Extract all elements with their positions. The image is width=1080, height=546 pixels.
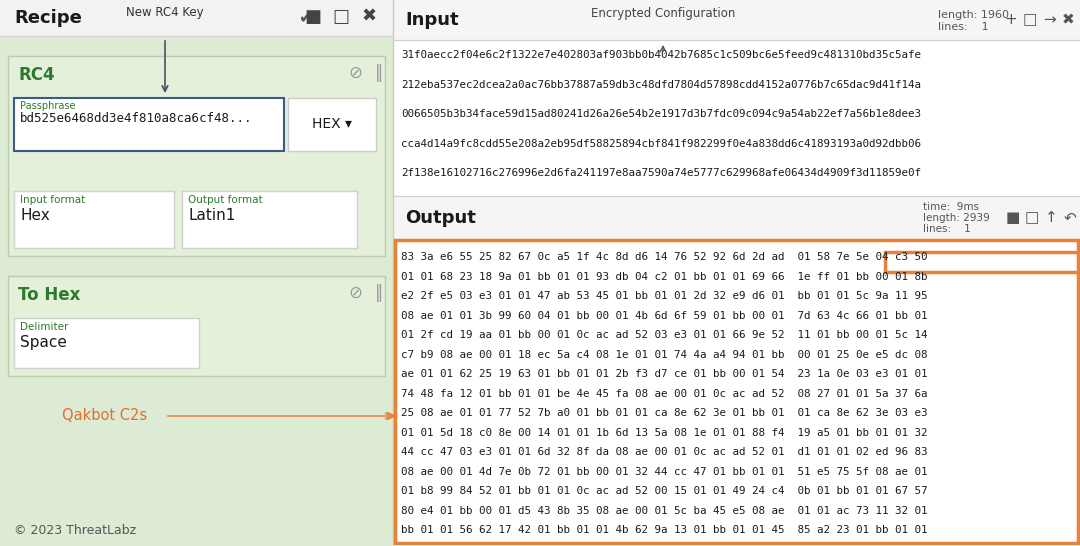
- Text: Input: Input: [405, 11, 459, 29]
- Text: ↑: ↑: [1044, 211, 1057, 225]
- FancyBboxPatch shape: [14, 318, 199, 368]
- Text: 01 b8 99 84 52 01 bb 01 01 0c ac ad 52 00 15 01 01 49 24 c4  0b 01 bb 01 01 67 5: 01 b8 99 84 52 01 bb 01 01 0c ac ad 52 0…: [401, 486, 928, 496]
- Text: HEX ▾: HEX ▾: [312, 117, 352, 132]
- Text: ⊘: ⊘: [348, 284, 362, 302]
- Text: □: □: [1025, 211, 1039, 225]
- Text: □: □: [1023, 13, 1037, 27]
- Text: lines:    1: lines: 1: [923, 224, 971, 234]
- Text: 08 ae 01 01 3b 99 60 04 01 bb 00 01 4b 6d 6f 59 01 bb 00 01  7d 63 4c 66 01 bb 0: 08 ae 01 01 3b 99 60 04 01 bb 00 01 4b 6…: [401, 311, 928, 321]
- Text: To Hex: To Hex: [18, 286, 80, 304]
- Text: ↶: ↶: [1064, 211, 1077, 225]
- Text: bd525e6468dd3e4f810a8ca6cf48...: bd525e6468dd3e4f810a8ca6cf48...: [21, 112, 253, 125]
- Text: lines:    1: lines: 1: [939, 22, 988, 32]
- Text: 01 01 5d 18 c0 8e 00 14 01 01 1b 6d 13 5a 08 1e 01 01 88 f4  19 a5 01 bb 01 01 3: 01 01 5d 18 c0 8e 00 14 01 01 1b 6d 13 5…: [401, 428, 928, 438]
- Text: ⊘: ⊘: [348, 64, 362, 82]
- Text: Qakbot C2s: Qakbot C2s: [63, 408, 148, 424]
- Text: length: 2939: length: 2939: [923, 213, 989, 223]
- Text: Recipe: Recipe: [14, 9, 82, 27]
- Bar: [0, 36, 393, 546]
- Text: Output: Output: [405, 209, 476, 227]
- FancyBboxPatch shape: [14, 98, 284, 151]
- Text: 74 48 fa 12 01 bb 01 01 be 4e 45 fa 08 ae 00 01 0c ac ad 52  08 27 01 01 5a 37 6: 74 48 fa 12 01 bb 01 01 be 4e 45 fa 08 a…: [401, 389, 928, 399]
- FancyBboxPatch shape: [14, 191, 174, 248]
- Bar: [885, 252, 1078, 271]
- Text: ‖: ‖: [375, 284, 383, 302]
- Text: RC4: RC4: [18, 66, 55, 84]
- Text: Hex: Hex: [21, 208, 50, 223]
- Text: ae 01 01 62 25 19 63 01 bb 01 01 2b f3 d7 ce 01 bb 00 01 54  23 1a 0e 03 e3 01 0: ae 01 01 62 25 19 63 01 bb 01 01 2b f3 d…: [401, 369, 928, 379]
- Bar: [393, 40, 1080, 196]
- Text: Space: Space: [21, 335, 67, 350]
- Text: ■: ■: [1005, 211, 1021, 225]
- Text: □: □: [333, 8, 350, 26]
- Text: +: +: [1004, 13, 1017, 27]
- Bar: [0, 0, 393, 36]
- Bar: [395, 240, 1078, 543]
- Text: 212eba537ec2dcea2a0ac76bb37887a59db3c48dfd7804d57898cdd4152a0776b7c65dac9d41f14a: 212eba537ec2dcea2a0ac76bb37887a59db3c48d…: [401, 80, 921, 90]
- FancyBboxPatch shape: [8, 56, 384, 256]
- Text: 2f138e16102716c276996e2d6fa241197e8aa7590a74e5777c629968afe06434d4909f3d11859e0f: 2f138e16102716c276996e2d6fa241197e8aa759…: [401, 168, 921, 179]
- Text: 44 cc 47 03 e3 01 01 6d 32 8f da 08 ae 00 01 0c ac ad 52 01  d1 01 01 02 ed 96 8: 44 cc 47 03 e3 01 01 6d 32 8f da 08 ae 0…: [401, 447, 928, 458]
- Text: 01 01 68 23 18 9a 01 bb 01 01 93 db 04 c2 01 bb 01 01 69 66  1e ff 01 bb 00 01 8: 01 01 68 23 18 9a 01 bb 01 01 93 db 04 c…: [401, 271, 928, 282]
- Text: →: →: [1042, 13, 1055, 27]
- Text: Delimiter: Delimiter: [21, 322, 68, 332]
- Bar: [393, 196, 1080, 240]
- Bar: [393, 0, 1080, 40]
- Text: time:  9ms: time: 9ms: [923, 202, 978, 212]
- Text: ✖: ✖: [1062, 13, 1075, 27]
- Text: ■: ■: [305, 8, 322, 26]
- Text: 83 3a e6 55 25 82 67 0c a5 1f 4c 8d d6 14 76 52 92 6d 2d ad  01 58 7e 5e 04 c3 5: 83 3a e6 55 25 82 67 0c a5 1f 4c 8d d6 1…: [401, 252, 928, 262]
- Text: ✖: ✖: [362, 8, 377, 26]
- Text: Latin1: Latin1: [188, 208, 235, 223]
- Text: length: 1960: length: 1960: [939, 10, 1009, 20]
- Text: c7 b9 08 ae 00 01 18 ec 5a c4 08 1e 01 01 74 4a a4 94 01 bb  00 01 25 0e e5 dc 0: c7 b9 08 ae 00 01 18 ec 5a c4 08 1e 01 0…: [401, 349, 928, 360]
- Text: bb 01 01 56 62 17 42 01 bb 01 01 4b 62 9a 13 01 bb 01 01 45  85 a2 23 01 bb 01 0: bb 01 01 56 62 17 42 01 bb 01 01 4b 62 9…: [401, 525, 928, 536]
- Text: ✔: ✔: [298, 9, 312, 27]
- Text: 08 ae 00 01 4d 7e 0b 72 01 bb 00 01 32 44 cc 47 01 bb 01 01  51 e5 75 5f 08 ae 0: 08 ae 00 01 4d 7e 0b 72 01 bb 00 01 32 4…: [401, 467, 928, 477]
- FancyBboxPatch shape: [8, 276, 384, 376]
- FancyBboxPatch shape: [183, 191, 357, 248]
- Text: 31f0aecc2f04e6c2f1322e7e402803af903bb0b4042b7685c1c509bc6e5feed9c481310bd35c5afe: 31f0aecc2f04e6c2f1322e7e402803af903bb0b4…: [401, 50, 921, 60]
- Text: 0066505b3b34face59d15ad80241d26a26e54b2e1917d3b7fdc09c094c9a54ab22ef7a56b1e8dee3: 0066505b3b34face59d15ad80241d26a26e54b2e…: [401, 109, 921, 119]
- Text: Input format: Input format: [21, 195, 85, 205]
- Text: Encrypted Configuration: Encrypted Configuration: [591, 7, 735, 20]
- Text: 25 08 ae 01 01 77 52 7b a0 01 bb 01 01 ca 8e 62 3e 01 bb 01  01 ca 8e 62 3e 03 e: 25 08 ae 01 01 77 52 7b a0 01 bb 01 01 c…: [401, 408, 928, 418]
- Text: New RC4 Key: New RC4 Key: [126, 6, 204, 19]
- Text: Output format: Output format: [188, 195, 262, 205]
- Text: 01 2f cd 19 aa 01 bb 00 01 0c ac ad 52 03 e3 01 01 66 9e 52  11 01 bb 00 01 5c 1: 01 2f cd 19 aa 01 bb 00 01 0c ac ad 52 0…: [401, 330, 928, 340]
- Text: e2 2f e5 03 e3 01 01 47 ab 53 45 01 bb 01 01 2d 32 e9 d6 01  bb 01 01 5c 9a 11 9: e2 2f e5 03 e3 01 01 47 ab 53 45 01 bb 0…: [401, 291, 928, 301]
- Text: Passphrase: Passphrase: [21, 101, 76, 111]
- Text: cca4d14a9fc8cdd55e208a2eb95df58825894cbf841f982299f0e4a838dd6c41893193a0d92dbb06: cca4d14a9fc8cdd55e208a2eb95df58825894cbf…: [401, 139, 921, 149]
- Text: ‖: ‖: [375, 64, 383, 82]
- FancyBboxPatch shape: [288, 98, 376, 151]
- Text: © 2023 ThreatLabz: © 2023 ThreatLabz: [14, 524, 136, 537]
- Text: 80 e4 01 bb 00 01 d5 43 8b 35 08 ae 00 01 5c ba 45 e5 08 ae  01 01 ac 73 11 32 0: 80 e4 01 bb 00 01 d5 43 8b 35 08 ae 00 0…: [401, 506, 928, 516]
